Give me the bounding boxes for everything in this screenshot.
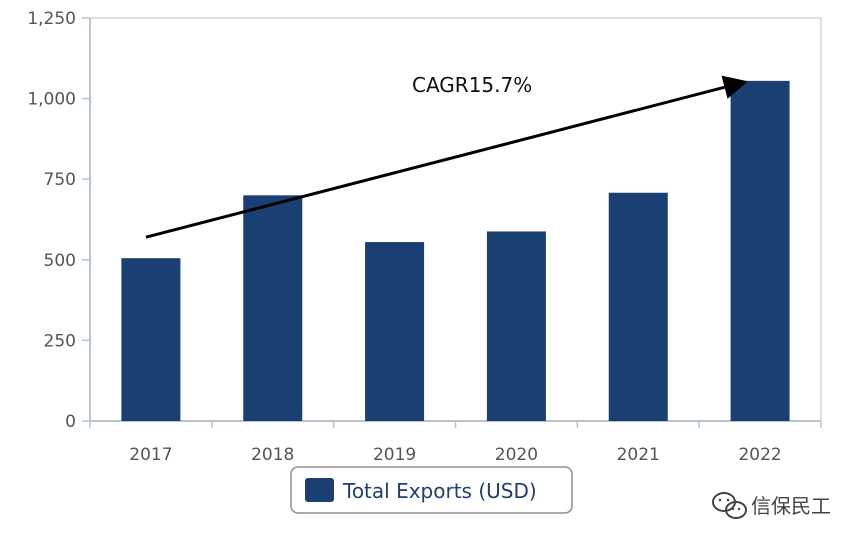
legend: Total Exports (USD) [290, 466, 573, 514]
x-tick-label: 2018 [251, 445, 294, 465]
x-axis-ticks: 2017 2018 2019 2020 2021 2022 [89, 421, 822, 465]
legend-swatch [305, 478, 334, 502]
y-tick-label: 750 [44, 170, 76, 190]
bar-2022 [730, 80, 790, 422]
watermark-label: 信保民工 [751, 494, 831, 518]
bar-series [121, 80, 790, 422]
wechat-icon [712, 492, 747, 519]
cagr-annotation: CAGR15.7% [145, 73, 748, 239]
x-tick-label: 2019 [373, 445, 416, 465]
y-tick-label: 1,000 [27, 90, 76, 110]
cagr-label: CAGR15.7% [412, 73, 532, 97]
legend-label: Total Exports (USD) [342, 479, 537, 503]
bar-2021 [608, 192, 668, 421]
bar-2020 [486, 231, 546, 421]
cagr-arrow [145, 75, 748, 239]
bar-2019 [365, 242, 425, 421]
y-tick-label: 0 [65, 412, 76, 432]
y-tick-label: 1,250 [27, 9, 76, 29]
y-tick-label: 500 [44, 251, 76, 271]
y-axis-ticks: 0 250 500 750 1,000 1,250 [27, 9, 90, 432]
x-tick-label: 2022 [738, 445, 781, 465]
legend-box [290, 466, 573, 514]
y-tick-label: 250 [44, 331, 76, 351]
x-tick-label: 2021 [617, 445, 660, 465]
x-tick-label: 2020 [495, 445, 538, 465]
watermark: 信保民工 [712, 492, 831, 519]
bar-2017 [121, 258, 181, 421]
x-tick-label: 2017 [129, 445, 172, 465]
bar-2018 [243, 195, 303, 421]
